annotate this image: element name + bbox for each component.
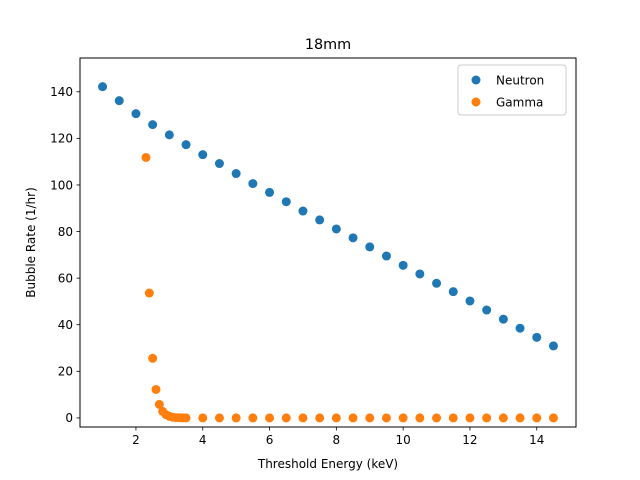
gamma-point: [154, 399, 164, 409]
neutron-point: [281, 197, 291, 207]
gamma-point: [398, 413, 408, 423]
x-tick-label: 8: [333, 433, 341, 447]
gamma-point: [515, 413, 525, 423]
y-tick-label: 140: [50, 85, 73, 99]
x-tick-label: 10: [396, 433, 411, 447]
gamma-point: [144, 288, 154, 298]
gamma-legend-marker: [471, 97, 481, 107]
gamma-point: [141, 152, 151, 162]
y-tick-label: 120: [50, 132, 73, 146]
y-tick-label: 20: [58, 365, 73, 379]
neutron-point: [465, 296, 475, 306]
gamma-point: [181, 413, 191, 423]
gamma-point: [281, 413, 291, 423]
y-axis-label: Bubble Rate (1/hr): [24, 187, 38, 298]
neutron-point: [248, 179, 258, 189]
gamma-point: [348, 413, 358, 423]
neutron-point: [198, 150, 208, 160]
gamma-point: [532, 413, 542, 423]
x-tick-label: 4: [199, 433, 207, 447]
gamma-point: [248, 413, 258, 423]
x-tick-label: 2: [132, 433, 140, 447]
neutron-point: [231, 169, 241, 179]
neutron-point: [181, 140, 191, 150]
neutron-point: [298, 206, 308, 216]
neutron-legend-label: Neutron: [496, 73, 544, 87]
neutron-point: [482, 305, 492, 315]
gamma-point: [198, 413, 208, 423]
x-tick-label: 6: [266, 433, 274, 447]
neutron-point: [315, 215, 325, 225]
gamma-point: [432, 413, 442, 423]
gamma-point: [265, 413, 275, 423]
gamma-point: [381, 413, 391, 423]
y-tick-label: 0: [65, 411, 73, 425]
neutron-point: [432, 278, 442, 288]
neutron-point: [381, 251, 391, 261]
gamma-point: [498, 413, 508, 423]
neutron-series: [98, 82, 558, 351]
gamma-point: [365, 413, 375, 423]
neutron-point: [448, 287, 458, 297]
gamma-point: [482, 413, 492, 423]
gamma-point: [214, 413, 224, 423]
neutron-point: [214, 159, 224, 169]
y-tick-label: 100: [50, 178, 73, 192]
neutron-point: [131, 109, 141, 119]
chart-title: 18mm: [305, 37, 351, 53]
x-axis-ticks: 2 4 6 8 10 12 14: [132, 427, 544, 447]
neutron-point: [114, 96, 124, 106]
x-axis-label: Threshold Energy (keV): [257, 457, 398, 471]
neutron-point: [331, 224, 341, 234]
y-tick-label: 40: [58, 318, 73, 332]
neutron-point: [548, 341, 558, 351]
plot-series: [98, 82, 558, 423]
legend: Neutron Gamma: [457, 64, 567, 116]
legend-box: [457, 64, 567, 116]
neutron-point: [98, 82, 108, 92]
neutron-point: [365, 242, 375, 252]
gamma-point: [448, 413, 458, 423]
gamma-point: [315, 413, 325, 423]
neutron-legend-marker: [471, 75, 481, 85]
neutron-point: [498, 314, 508, 324]
neutron-point: [148, 120, 158, 130]
plot-frame: [79, 57, 577, 428]
neutron-point: [265, 187, 275, 197]
x-tick-label: 14: [529, 433, 544, 447]
gamma-point: [231, 413, 241, 423]
neutron-point: [415, 269, 425, 279]
gamma-series: [141, 152, 558, 423]
gamma-point: [331, 413, 341, 423]
gamma-point: [148, 353, 158, 363]
gamma-legend-label: Gamma: [496, 95, 543, 109]
gamma-point: [465, 413, 475, 423]
neutron-point: [532, 332, 542, 342]
gamma-point: [298, 413, 308, 423]
neutron-point: [515, 323, 525, 333]
gamma-point: [415, 413, 425, 423]
gamma-point: [548, 413, 558, 423]
y-tick-label: 60: [58, 271, 73, 285]
x-tick-label: 12: [462, 433, 477, 447]
y-tick-label: 80: [58, 225, 73, 239]
neutron-point: [164, 130, 174, 140]
y-axis-ticks: 0 20 40 60 80 100 120 140: [50, 85, 80, 425]
neutron-point: [398, 260, 408, 270]
gamma-point: [151, 384, 161, 394]
neutron-point: [348, 233, 358, 243]
